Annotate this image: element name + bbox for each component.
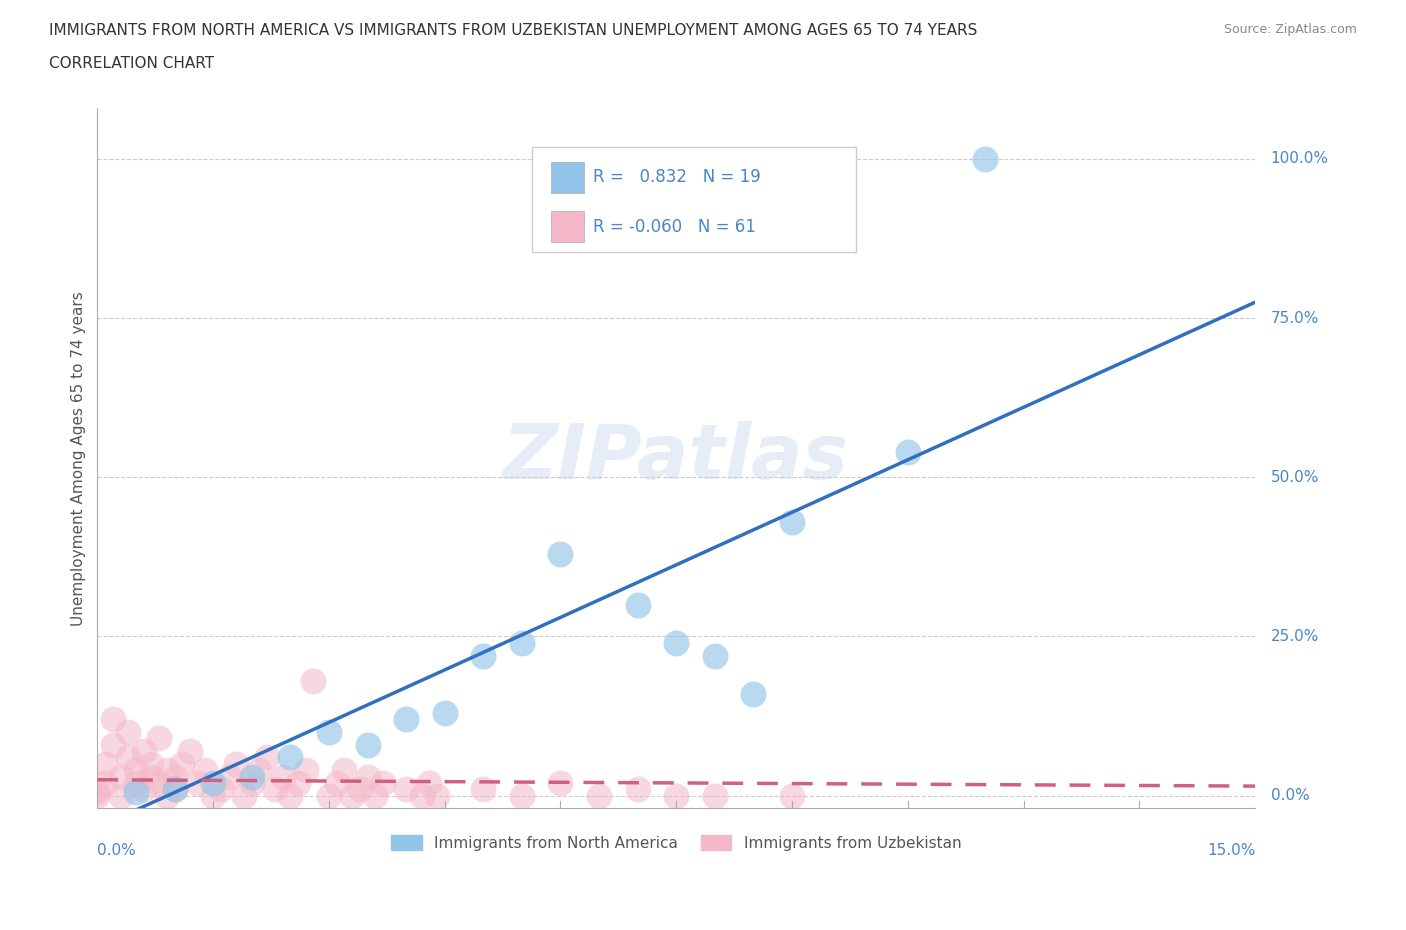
Text: 50.0%: 50.0% bbox=[1271, 470, 1319, 485]
Point bbox=[179, 744, 201, 759]
Point bbox=[94, 756, 117, 771]
Point bbox=[665, 635, 688, 650]
Point bbox=[472, 782, 495, 797]
Point bbox=[86, 782, 108, 797]
Point bbox=[101, 711, 124, 726]
Text: CORRELATION CHART: CORRELATION CHART bbox=[49, 56, 214, 71]
Point bbox=[349, 782, 371, 797]
Point bbox=[202, 776, 225, 790]
Point bbox=[356, 769, 378, 784]
Text: Source: ZipAtlas.com: Source: ZipAtlas.com bbox=[1223, 23, 1357, 36]
Point bbox=[132, 782, 155, 797]
Point bbox=[240, 769, 263, 784]
Point bbox=[287, 776, 309, 790]
Point bbox=[371, 776, 394, 790]
Point bbox=[163, 782, 186, 797]
Point bbox=[318, 789, 340, 804]
Point bbox=[665, 789, 688, 804]
Text: 25.0%: 25.0% bbox=[1271, 629, 1319, 644]
Point bbox=[703, 648, 725, 663]
Point bbox=[627, 782, 650, 797]
Point bbox=[172, 756, 194, 771]
Point bbox=[333, 763, 356, 777]
Point bbox=[209, 782, 232, 797]
Point bbox=[433, 706, 456, 721]
Point bbox=[233, 789, 256, 804]
Point bbox=[411, 789, 433, 804]
Point bbox=[163, 782, 186, 797]
Point bbox=[703, 789, 725, 804]
Point bbox=[271, 769, 294, 784]
Point bbox=[86, 789, 108, 804]
Point bbox=[325, 776, 347, 790]
Text: ZIPatlas: ZIPatlas bbox=[503, 421, 849, 495]
Point bbox=[395, 782, 418, 797]
Point bbox=[780, 514, 803, 529]
Point bbox=[86, 785, 108, 800]
Point bbox=[163, 769, 186, 784]
Text: IMMIGRANTS FROM NORTH AMERICA VS IMMIGRANTS FROM UZBEKISTAN UNEMPLOYMENT AMONG A: IMMIGRANTS FROM NORTH AMERICA VS IMMIGRA… bbox=[49, 23, 977, 38]
Point bbox=[510, 635, 533, 650]
Point bbox=[117, 750, 139, 764]
Point bbox=[156, 763, 179, 777]
Point bbox=[472, 648, 495, 663]
Text: 100.0%: 100.0% bbox=[1271, 152, 1329, 166]
Point bbox=[588, 789, 610, 804]
Point bbox=[249, 763, 271, 777]
Text: 0.0%: 0.0% bbox=[97, 844, 136, 858]
Point bbox=[627, 597, 650, 612]
Point bbox=[225, 756, 247, 771]
Point bbox=[218, 769, 240, 784]
Point bbox=[974, 152, 997, 166]
Text: 75.0%: 75.0% bbox=[1271, 311, 1319, 325]
Point bbox=[148, 731, 170, 746]
Point bbox=[194, 763, 217, 777]
Point bbox=[418, 776, 440, 790]
Text: 0.0%: 0.0% bbox=[1271, 788, 1309, 804]
Point bbox=[302, 673, 325, 688]
Point bbox=[264, 782, 287, 797]
Point bbox=[156, 789, 179, 804]
Point bbox=[94, 776, 117, 790]
Point bbox=[356, 737, 378, 752]
Text: R = -0.060   N = 61: R = -0.060 N = 61 bbox=[593, 218, 756, 235]
Point bbox=[110, 789, 132, 804]
Point bbox=[148, 776, 170, 790]
Point bbox=[364, 789, 387, 804]
Point bbox=[141, 769, 163, 784]
Point bbox=[278, 789, 301, 804]
Point bbox=[340, 789, 363, 804]
Point bbox=[550, 546, 572, 561]
Point bbox=[240, 776, 263, 790]
Point bbox=[202, 789, 225, 804]
Point bbox=[510, 789, 533, 804]
Point bbox=[125, 763, 148, 777]
Point bbox=[897, 445, 920, 459]
Point bbox=[294, 763, 316, 777]
Point bbox=[117, 724, 139, 739]
Point bbox=[132, 744, 155, 759]
Point bbox=[318, 724, 340, 739]
FancyBboxPatch shape bbox=[531, 147, 856, 252]
Legend: Immigrants from North America, Immigrants from Uzbekistan: Immigrants from North America, Immigrant… bbox=[385, 829, 967, 857]
Point bbox=[550, 776, 572, 790]
Point bbox=[101, 737, 124, 752]
Point bbox=[780, 789, 803, 804]
Text: R =   0.832   N = 19: R = 0.832 N = 19 bbox=[593, 168, 761, 187]
Point bbox=[110, 769, 132, 784]
Point bbox=[278, 750, 301, 764]
Point bbox=[187, 776, 209, 790]
Y-axis label: Unemployment Among Ages 65 to 74 years: Unemployment Among Ages 65 to 74 years bbox=[72, 291, 86, 626]
Point bbox=[426, 789, 449, 804]
FancyBboxPatch shape bbox=[551, 162, 583, 193]
FancyBboxPatch shape bbox=[551, 211, 583, 243]
Point bbox=[141, 756, 163, 771]
Point bbox=[125, 785, 148, 800]
Point bbox=[125, 776, 148, 790]
Text: 15.0%: 15.0% bbox=[1206, 844, 1256, 858]
Point bbox=[256, 750, 278, 764]
Point bbox=[395, 711, 418, 726]
Point bbox=[742, 686, 765, 701]
